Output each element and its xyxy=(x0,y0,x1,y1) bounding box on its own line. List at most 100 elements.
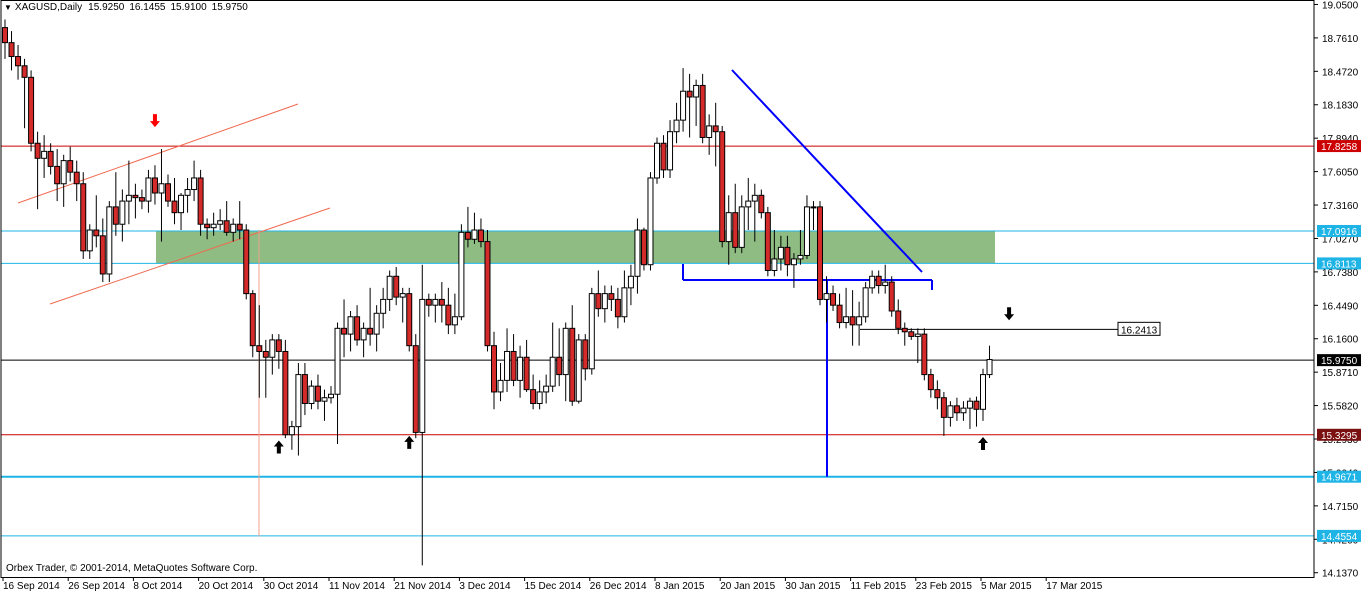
candle-body-bear xyxy=(719,131,726,243)
candle-body-bear xyxy=(314,385,321,402)
candle-body-bear xyxy=(921,333,928,376)
candle-body-bear xyxy=(406,293,413,347)
y-axis-tick-label: 16.1600 xyxy=(1322,335,1359,346)
y-axis-tick-label: 18.7610 xyxy=(1322,34,1359,45)
candle-body-bull xyxy=(771,258,778,271)
arrow-up-icon xyxy=(978,436,988,450)
candle-body-bull xyxy=(517,356,524,381)
price-level-label-box xyxy=(1317,224,1361,237)
candle-body-bear xyxy=(204,223,211,229)
candle-body-bear xyxy=(595,293,602,310)
candle-body-bull xyxy=(178,194,185,214)
x-axis-tick-label: 8 Oct 2014 xyxy=(133,581,182,592)
candle-body-bear xyxy=(888,281,895,312)
price-level-label: 15.9750 xyxy=(1321,356,1358,367)
candle-body-bull xyxy=(751,194,758,202)
candle-body-bull xyxy=(627,275,634,289)
y-axis-tick-label: 19.0500 xyxy=(1322,0,1359,11)
candle-body-bull xyxy=(862,287,869,318)
y-axis-tick-label: 18.1830 xyxy=(1322,101,1359,112)
plot-frame xyxy=(0,0,1315,578)
candle-body-bull xyxy=(882,281,889,287)
candle-body-bear xyxy=(491,345,497,393)
candle-body-bull xyxy=(575,339,582,402)
candle-body-bull xyxy=(693,84,700,98)
candle-body-bear xyxy=(34,142,41,159)
channel-lower-line xyxy=(49,207,331,305)
annotation-label-box xyxy=(1117,321,1161,336)
y-axis-tick-label: 17.8940 xyxy=(1322,134,1359,145)
x-axis-tick-label: 3 Dec 2014 xyxy=(459,581,511,592)
candle-body-bear xyxy=(484,241,491,347)
candle-body-bull xyxy=(432,298,439,306)
candle-body-bear xyxy=(138,197,145,202)
candle-body-bull xyxy=(86,229,93,252)
candle-body-bull xyxy=(334,327,341,395)
candle-body-bear xyxy=(132,194,139,199)
chart-header: ▼ XAGUSD,Daily 15.9250 16.1455 15.9100 15.975… xyxy=(4,2,253,13)
y-axis-tick-label: 16.7380 xyxy=(1322,268,1359,279)
candle-body-bear xyxy=(510,350,517,381)
candle-body-bull xyxy=(288,426,295,436)
candle-body-bull xyxy=(41,150,48,159)
candle-body-bear xyxy=(569,327,576,402)
candle-body-bear xyxy=(171,200,178,214)
candle-body-bear xyxy=(927,374,934,391)
candle-body-bear xyxy=(973,400,980,410)
candle-body-bull xyxy=(308,385,315,405)
x-axis-tick-label: 11 Nov 2014 xyxy=(329,581,385,592)
candle-body-bull xyxy=(321,397,328,402)
y-axis-tick-label: 18.4720 xyxy=(1322,67,1359,78)
candle-body-bull xyxy=(504,350,511,381)
candle-body-bear xyxy=(830,293,837,306)
candle-body-bull xyxy=(797,254,804,260)
candle-body-bull xyxy=(125,194,132,202)
candle-body-bear xyxy=(836,304,843,324)
candle-body-bear xyxy=(249,293,256,347)
candle-body-bear xyxy=(908,331,915,337)
candle-body-bull xyxy=(399,293,406,298)
candle-body-bear xyxy=(438,298,445,306)
y-axis-tick-label: 15.5820 xyxy=(1322,402,1359,413)
candle-body-bear xyxy=(21,65,28,78)
candle-body-bear xyxy=(660,142,667,171)
candle-body-bull xyxy=(843,316,850,324)
y-axis-tick-label: 17.3160 xyxy=(1322,201,1359,212)
candle-body-bear xyxy=(445,304,452,326)
candle-body-bear xyxy=(784,246,791,266)
candle-body-bear xyxy=(953,405,960,414)
x-axis-tick-label: 20 Oct 2014 xyxy=(199,581,254,592)
candle-body-bull xyxy=(145,177,152,202)
candle-body-bear xyxy=(614,298,621,318)
descending-trendline xyxy=(731,69,923,273)
candle-body-bull xyxy=(295,374,302,428)
candle-body-bull xyxy=(601,293,608,310)
candle-body-bear xyxy=(2,27,8,44)
candle-body-bull xyxy=(986,359,993,376)
candle-body-bear xyxy=(47,150,54,167)
candle-body-bull xyxy=(803,206,810,256)
candle-body-bear xyxy=(354,316,361,341)
x-axis-tick-label: 23 Feb 2015 xyxy=(916,581,973,592)
candle-body-bull xyxy=(654,142,660,179)
candle-body-bull xyxy=(673,119,680,133)
candle-body-bear xyxy=(28,76,35,144)
price-level-label-box xyxy=(1317,140,1361,153)
candle-body-bull xyxy=(386,275,393,300)
candle-body-bull xyxy=(549,356,556,387)
y-axis-tick-label: 14.7150 xyxy=(1322,502,1359,513)
price-level-label: 15.3295 xyxy=(1321,431,1358,442)
candle-body-bear xyxy=(93,229,100,237)
demand-zone-rectangle xyxy=(156,230,995,264)
candle-body-bear xyxy=(197,177,204,225)
candle-body-bull xyxy=(380,298,387,314)
candle-body-bull xyxy=(347,316,354,335)
collapse-triangle-icon[interactable]: ▼ xyxy=(4,3,12,12)
candle-body-bull xyxy=(856,316,863,326)
price-level-label: 14.9671 xyxy=(1321,473,1358,484)
price-level-label: 14.4554 xyxy=(1321,532,1358,543)
price-level-label-box xyxy=(1317,428,1361,441)
